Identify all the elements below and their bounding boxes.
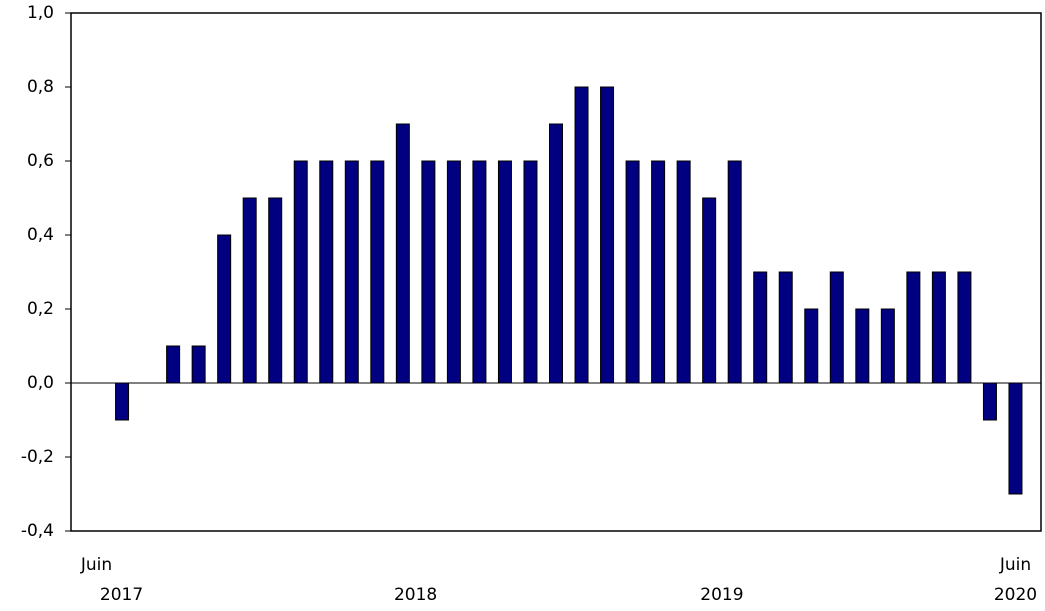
bar [880, 308, 895, 384]
y-tick-label: 0,4 [27, 225, 54, 245]
bar [676, 160, 691, 384]
bar [268, 197, 283, 384]
bar [421, 160, 436, 384]
bar [191, 345, 206, 384]
bar [931, 271, 946, 384]
bar [293, 160, 308, 384]
bar [472, 160, 487, 384]
x-tick-label: Juin [999, 555, 1031, 575]
bar [497, 160, 512, 384]
y-tick-label: 0,6 [27, 151, 54, 171]
bar [549, 123, 563, 384]
bar [115, 382, 130, 421]
bar [829, 271, 844, 384]
y-tick-label: -0,2 [21, 447, 54, 467]
bar [625, 160, 640, 384]
bar [804, 308, 819, 384]
bar [523, 160, 538, 384]
bar [600, 86, 615, 384]
x-tick-label: Juin [80, 555, 112, 575]
y-tick-label: -0,4 [21, 521, 54, 541]
y-tick-label: 0,8 [27, 77, 54, 97]
bar [957, 271, 972, 384]
bar [574, 86, 589, 384]
bar [727, 160, 742, 384]
year-label: 2018 [394, 585, 437, 605]
y-tick-label: 1,0 [27, 3, 54, 23]
bar [753, 271, 768, 384]
bar [370, 160, 385, 384]
bar [1008, 382, 1023, 495]
y-tick-label: 0,2 [27, 299, 54, 319]
bar [319, 160, 334, 384]
bar [446, 160, 461, 384]
bar [242, 197, 257, 384]
bar [651, 160, 666, 384]
year-label: 2017 [100, 585, 143, 605]
bar [982, 382, 997, 421]
year-label: 2019 [700, 585, 743, 605]
bar [778, 271, 793, 384]
y-tick-label: 0,0 [27, 373, 54, 393]
plot-frame [70, 12, 1042, 532]
bar [906, 271, 921, 384]
bar [166, 345, 181, 384]
bar [395, 123, 410, 384]
year-label: 2020 [994, 585, 1037, 605]
bar [344, 160, 359, 384]
bar [702, 197, 717, 384]
bar [217, 234, 232, 384]
bar [855, 308, 870, 384]
